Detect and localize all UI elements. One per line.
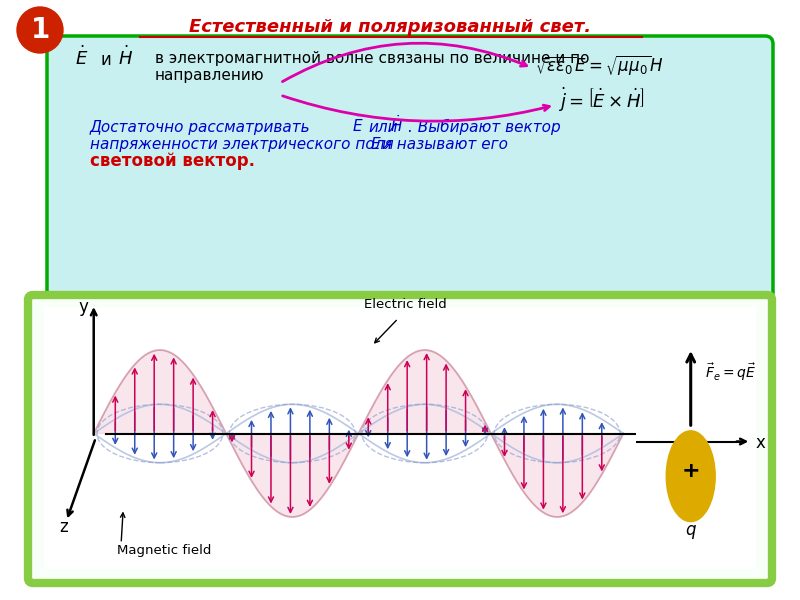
Text: $\dot{H}$: $\dot{H}$ [118,46,133,69]
Text: $\vec{F}_e = q\vec{E}$: $\vec{F}_e = q\vec{E}$ [705,361,756,383]
FancyBboxPatch shape [44,307,756,569]
Text: Достаточно рассматривать: Достаточно рассматривать [90,120,310,135]
Text: +: + [682,461,700,481]
Text: 1: 1 [30,16,50,44]
Text: $E$: $E$ [370,136,382,152]
Text: x: x [755,434,766,452]
Text: и называют его: и называют его [382,137,508,152]
FancyBboxPatch shape [47,36,773,300]
Text: $\dot{E}$: $\dot{E}$ [352,114,364,135]
Text: и: и [100,51,110,69]
Text: направлению: направлению [155,68,265,83]
Circle shape [666,431,715,521]
Text: Magnetic field: Magnetic field [117,544,211,557]
Text: $\dot{j} = \left[\dot{E} \times \dot{H}\right]$: $\dot{j} = \left[\dot{E} \times \dot{H}\… [558,86,645,114]
Text: в электромагнитной волне связаны по величине и по: в электромагнитной волне связаны по вели… [155,51,590,66]
Text: z: z [59,518,68,536]
Text: $\dot{E}$: $\dot{E}$ [75,46,88,69]
Text: напряженности электрического поля: напряженности электрического поля [90,137,394,152]
FancyBboxPatch shape [28,295,772,583]
Text: q: q [686,521,696,539]
Text: . Выбирают вектор: . Выбирают вектор [408,119,561,135]
Text: световой вектор.: световой вектор. [90,152,255,170]
Text: $\dot{H}$: $\dot{H}$ [390,114,403,135]
Text: $\sqrt{\varepsilon\varepsilon_0}E = \sqrt{\mu\mu_0}H$: $\sqrt{\varepsilon\varepsilon_0}E = \sqr… [535,54,663,78]
Text: Естественный и поляризованный свет.: Естественный и поляризованный свет. [189,18,591,36]
Text: Electric field: Electric field [363,298,446,311]
Circle shape [17,7,63,53]
Text: или: или [368,120,398,135]
Text: y: y [78,298,89,316]
